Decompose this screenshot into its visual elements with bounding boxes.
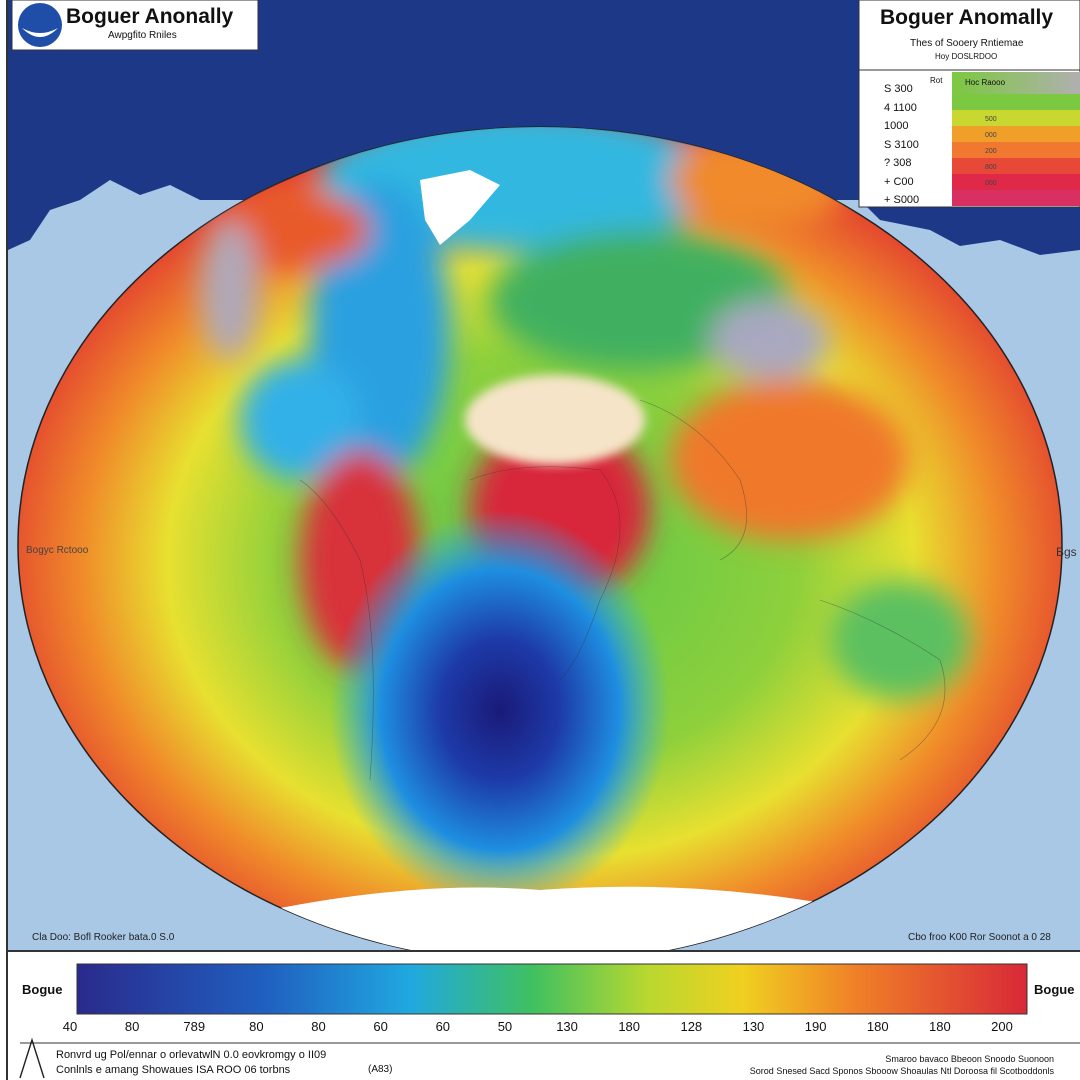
map-caption: Cla Doo: Bofl Rooker bata.0 S.0 [32,932,175,943]
colorbar-tick-label: 130 [742,1019,765,1034]
legend-swatch [952,174,1080,190]
deep-ocean [330,510,670,910]
legend-swatch [952,190,1080,206]
footer-text: Smaroo bavaco Bbeoon Snoodo Suonoon [885,1054,1054,1064]
legend-label: + C00 [884,175,914,188]
legend-subtitle: Thes of Sooery Rntiemae [910,38,1024,49]
map-frame [8,950,1080,952]
legend-swatch-label: 000 [985,132,997,139]
legend-label: S 300 [884,83,913,95]
footer-text: Conlnls e amang Showaues ISA ROO 06 torb… [56,1064,291,1076]
colorbar-tick-label: 40 [62,1019,78,1034]
colorbar-label: Bogue [1034,982,1075,997]
colorbar-tick-label: 200 [991,1019,1013,1034]
greenland [420,170,500,245]
legend-column-head: Rot [930,76,943,85]
legend-swatch-label: 200 [985,148,997,155]
colorbar-tick-label: 50 [497,1019,513,1034]
colorbar-tick-label: 180 [929,1019,951,1034]
colorbar-tick-label: 190 [804,1019,827,1034]
colorbar-tick-label: 180 [618,1019,641,1034]
legend-label: S 3100 [884,138,919,151]
page-frame [6,0,8,1080]
colorbar-tick-label: 789 [183,1019,206,1034]
legend-swatch [952,126,1080,142]
colorbar-tick-label: 180 [866,1019,889,1034]
legend-label: ? 308 [884,157,912,169]
desert [465,375,645,465]
legend-swatch [952,142,1080,158]
colorbar-tick-label: 128 [680,1019,703,1034]
colorbar-tick-label: 60 [435,1019,451,1034]
colorbar [76,963,1028,1015]
legend-swatch [952,110,1080,126]
colorbar-tick-label: 80 [311,1019,326,1034]
map-side-label: Bogyc Rctooo [26,545,89,556]
legend-label: 4 1100 [884,101,917,114]
footer-text: Sorod Snesed Sacd Sponos Sbooow Shoaulas… [749,1066,1054,1076]
colorbar-tick-label: 130 [556,1019,578,1034]
colorbar-tick-label: 80 [124,1019,140,1034]
map-side-label: Bgs [1056,545,1077,559]
map-caption: Cbo froo K00 Ror Soonot a 0 28 [908,932,1051,943]
colorbar-label: Bogue [22,982,63,997]
footer-text: (A83) [368,1064,393,1075]
legend-subtitle: Hoy DOSLRDOO [935,52,998,61]
legend-swatch-label: 800 [985,164,997,171]
header-subtitle: Awpgfito Rniles [108,30,177,41]
legend-title: Boguer Anomally [880,6,1054,29]
legend-label: + S000 [884,194,920,206]
north-arrow [19,1037,45,1079]
header-title: Boguer Anonally [66,5,234,28]
anomaly-patches [200,127,970,950]
logo-wave [22,28,58,37]
legend-label: 1000 [884,120,909,132]
footer-text: Ronvrd ug Pol/ennar o orlevatwlN 0.0 eov… [56,1049,327,1061]
legend-swatch [952,72,1080,94]
colorbar-tick-label: 80 [249,1019,264,1034]
legend-swatch [952,94,1080,110]
colorbar-tick-label: 60 [373,1019,388,1034]
legend-swatch [952,158,1080,174]
legend-column-head: Hoc Raooo [965,78,1006,87]
logo [18,3,62,47]
legend-swatch-label: 500 [985,116,997,123]
legend-swatch-label: 000 [985,180,997,187]
